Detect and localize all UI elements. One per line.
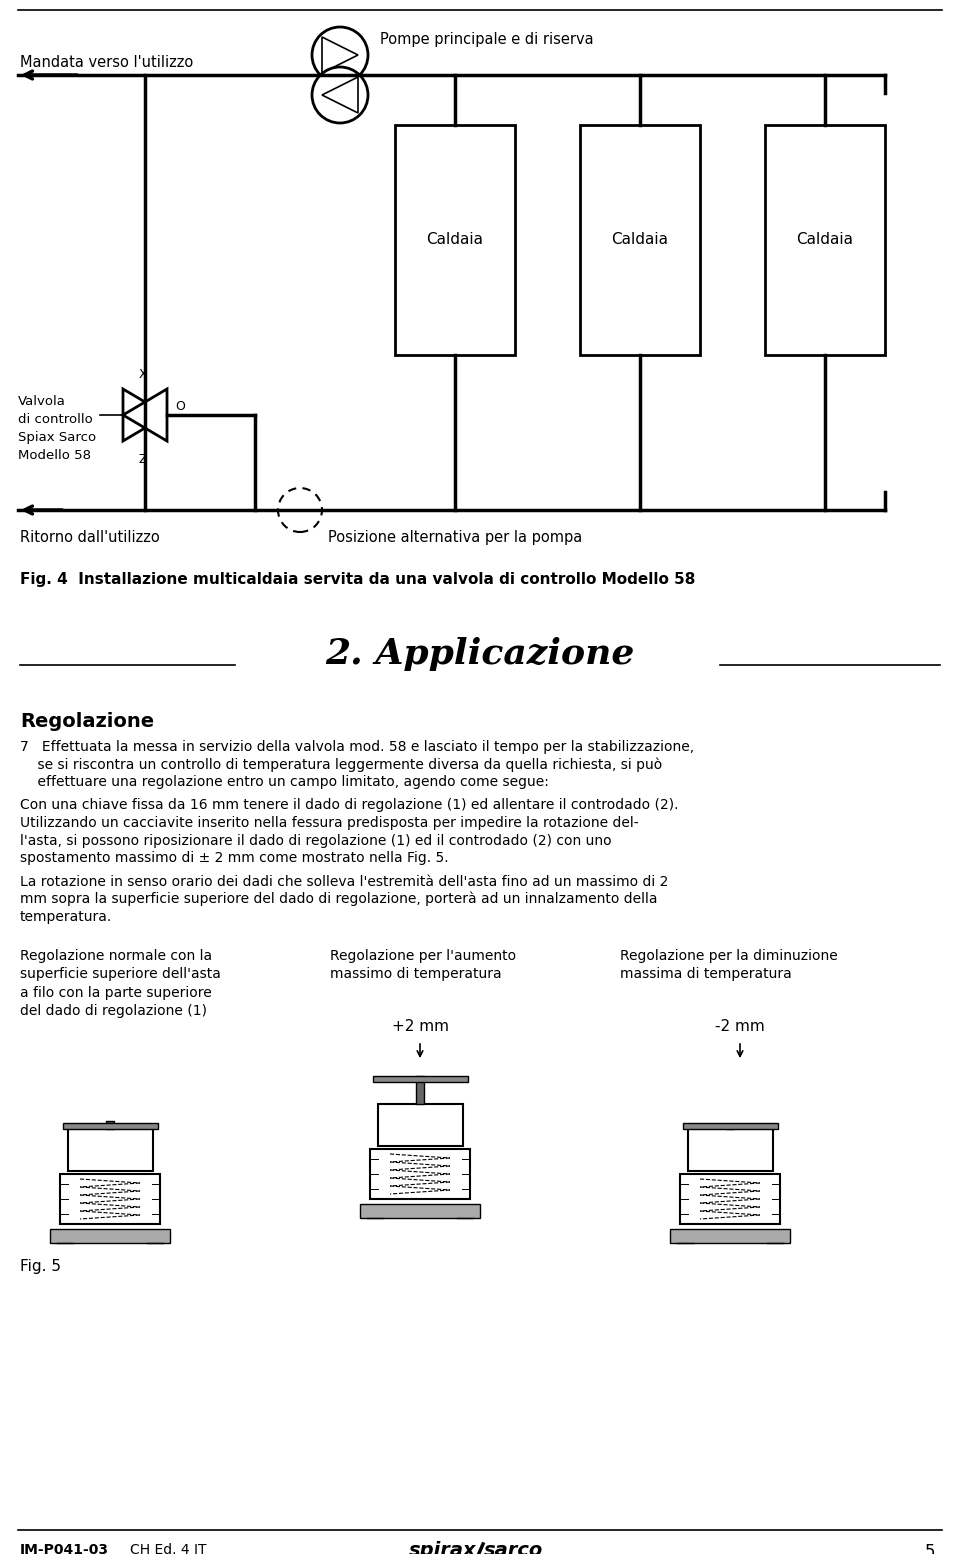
Text: sarco: sarco <box>484 1542 543 1554</box>
Bar <box>50 1229 170 1243</box>
Text: Caldaia: Caldaia <box>426 233 484 247</box>
Text: Fig. 5: Fig. 5 <box>20 1259 61 1274</box>
Bar <box>680 1173 780 1225</box>
Polygon shape <box>123 388 167 441</box>
Bar <box>63 1124 158 1130</box>
Text: Regolazione normale con la
superficie superiore dell'asta
a filo con la parte su: Regolazione normale con la superficie su… <box>20 949 221 1018</box>
Text: Z: Z <box>139 454 147 466</box>
Text: 5: 5 <box>924 1543 935 1554</box>
Bar <box>688 1130 773 1172</box>
Bar <box>765 124 885 354</box>
Text: spostamento massimo di ± 2 mm come mostrato nella Fig. 5.: spostamento massimo di ± 2 mm come mostr… <box>20 852 448 866</box>
Text: mm sopra la superficie superiore del dado di regolazione, porterà ad un innalzam: mm sopra la superficie superiore del dad… <box>20 892 658 906</box>
Polygon shape <box>123 388 167 441</box>
Text: 7   Effettuata la messa in servizio della valvola mod. 58 e lasciato il tempo pe: 7 Effettuata la messa in servizio della … <box>20 740 694 754</box>
Circle shape <box>312 67 368 123</box>
Text: Regolazione per l'aumento
massimo di temperatura: Regolazione per l'aumento massimo di tem… <box>330 949 516 982</box>
Text: Regolazione: Regolazione <box>20 712 155 730</box>
Text: Utilizzando un cacciavite inserito nella fessura predisposta per impedire la rot: Utilizzando un cacciavite inserito nella… <box>20 816 638 830</box>
Text: l'asta, si possono riposizionare il dado di regolazione (1) ed il controdado (2): l'asta, si possono riposizionare il dado… <box>20 833 612 847</box>
Text: 2. Applicazione: 2. Applicazione <box>325 637 635 671</box>
Bar <box>683 1124 778 1130</box>
Text: spirax: spirax <box>408 1542 476 1554</box>
Text: Regolazione per la diminuzione
massima di temperatura: Regolazione per la diminuzione massima d… <box>620 949 838 982</box>
Text: Con una chiave fissa da 16 mm tenere il dado di regolazione (1) ed allentare il : Con una chiave fissa da 16 mm tenere il … <box>20 799 679 813</box>
Bar <box>580 124 700 354</box>
Text: Valvola
di controllo
Spiax Sarco
Modello 58: Valvola di controllo Spiax Sarco Modello… <box>18 395 96 462</box>
Bar <box>360 1204 480 1218</box>
Text: Mandata verso l'utilizzo: Mandata verso l'utilizzo <box>20 54 193 70</box>
Text: -2 mm: -2 mm <box>715 1019 765 1033</box>
Text: temperatura.: temperatura. <box>20 909 112 923</box>
Bar <box>726 1124 734 1130</box>
Bar <box>670 1229 790 1243</box>
Bar <box>378 1103 463 1145</box>
Bar <box>106 1120 114 1130</box>
Bar <box>60 1173 160 1225</box>
Text: Pompe principale e di riserva: Pompe principale e di riserva <box>380 33 593 47</box>
Bar <box>395 124 515 354</box>
Text: CH Ed. 4 IT: CH Ed. 4 IT <box>130 1543 206 1554</box>
Text: Posizione alternativa per la pompa: Posizione alternativa per la pompa <box>328 530 583 545</box>
Text: IM-P041-03: IM-P041-03 <box>20 1543 109 1554</box>
Text: X: X <box>138 368 147 381</box>
Text: O: O <box>175 401 185 413</box>
Bar <box>370 1148 470 1200</box>
Bar <box>68 1130 153 1172</box>
Bar <box>373 1075 468 1082</box>
Bar <box>416 1075 424 1103</box>
Text: +2 mm: +2 mm <box>392 1019 448 1033</box>
Text: Caldaia: Caldaia <box>797 233 853 247</box>
Circle shape <box>312 26 368 82</box>
Text: Ritorno dall'utilizzo: Ritorno dall'utilizzo <box>20 530 159 545</box>
Text: effettuare una regolazione entro un campo limitato, agendo come segue:: effettuare una regolazione entro un camp… <box>20 775 549 789</box>
Text: Fig. 4  Installazione multicaldaia servita da una valvola di controllo Modello 5: Fig. 4 Installazione multicaldaia servit… <box>20 572 695 587</box>
Text: Caldaia: Caldaia <box>612 233 668 247</box>
Text: se si riscontra un controllo di temperatura leggermente diversa da quella richie: se si riscontra un controllo di temperat… <box>20 757 662 772</box>
Text: La rotazione in senso orario dei dadi che solleva l'estremità dell'asta fino ad : La rotazione in senso orario dei dadi ch… <box>20 875 668 889</box>
